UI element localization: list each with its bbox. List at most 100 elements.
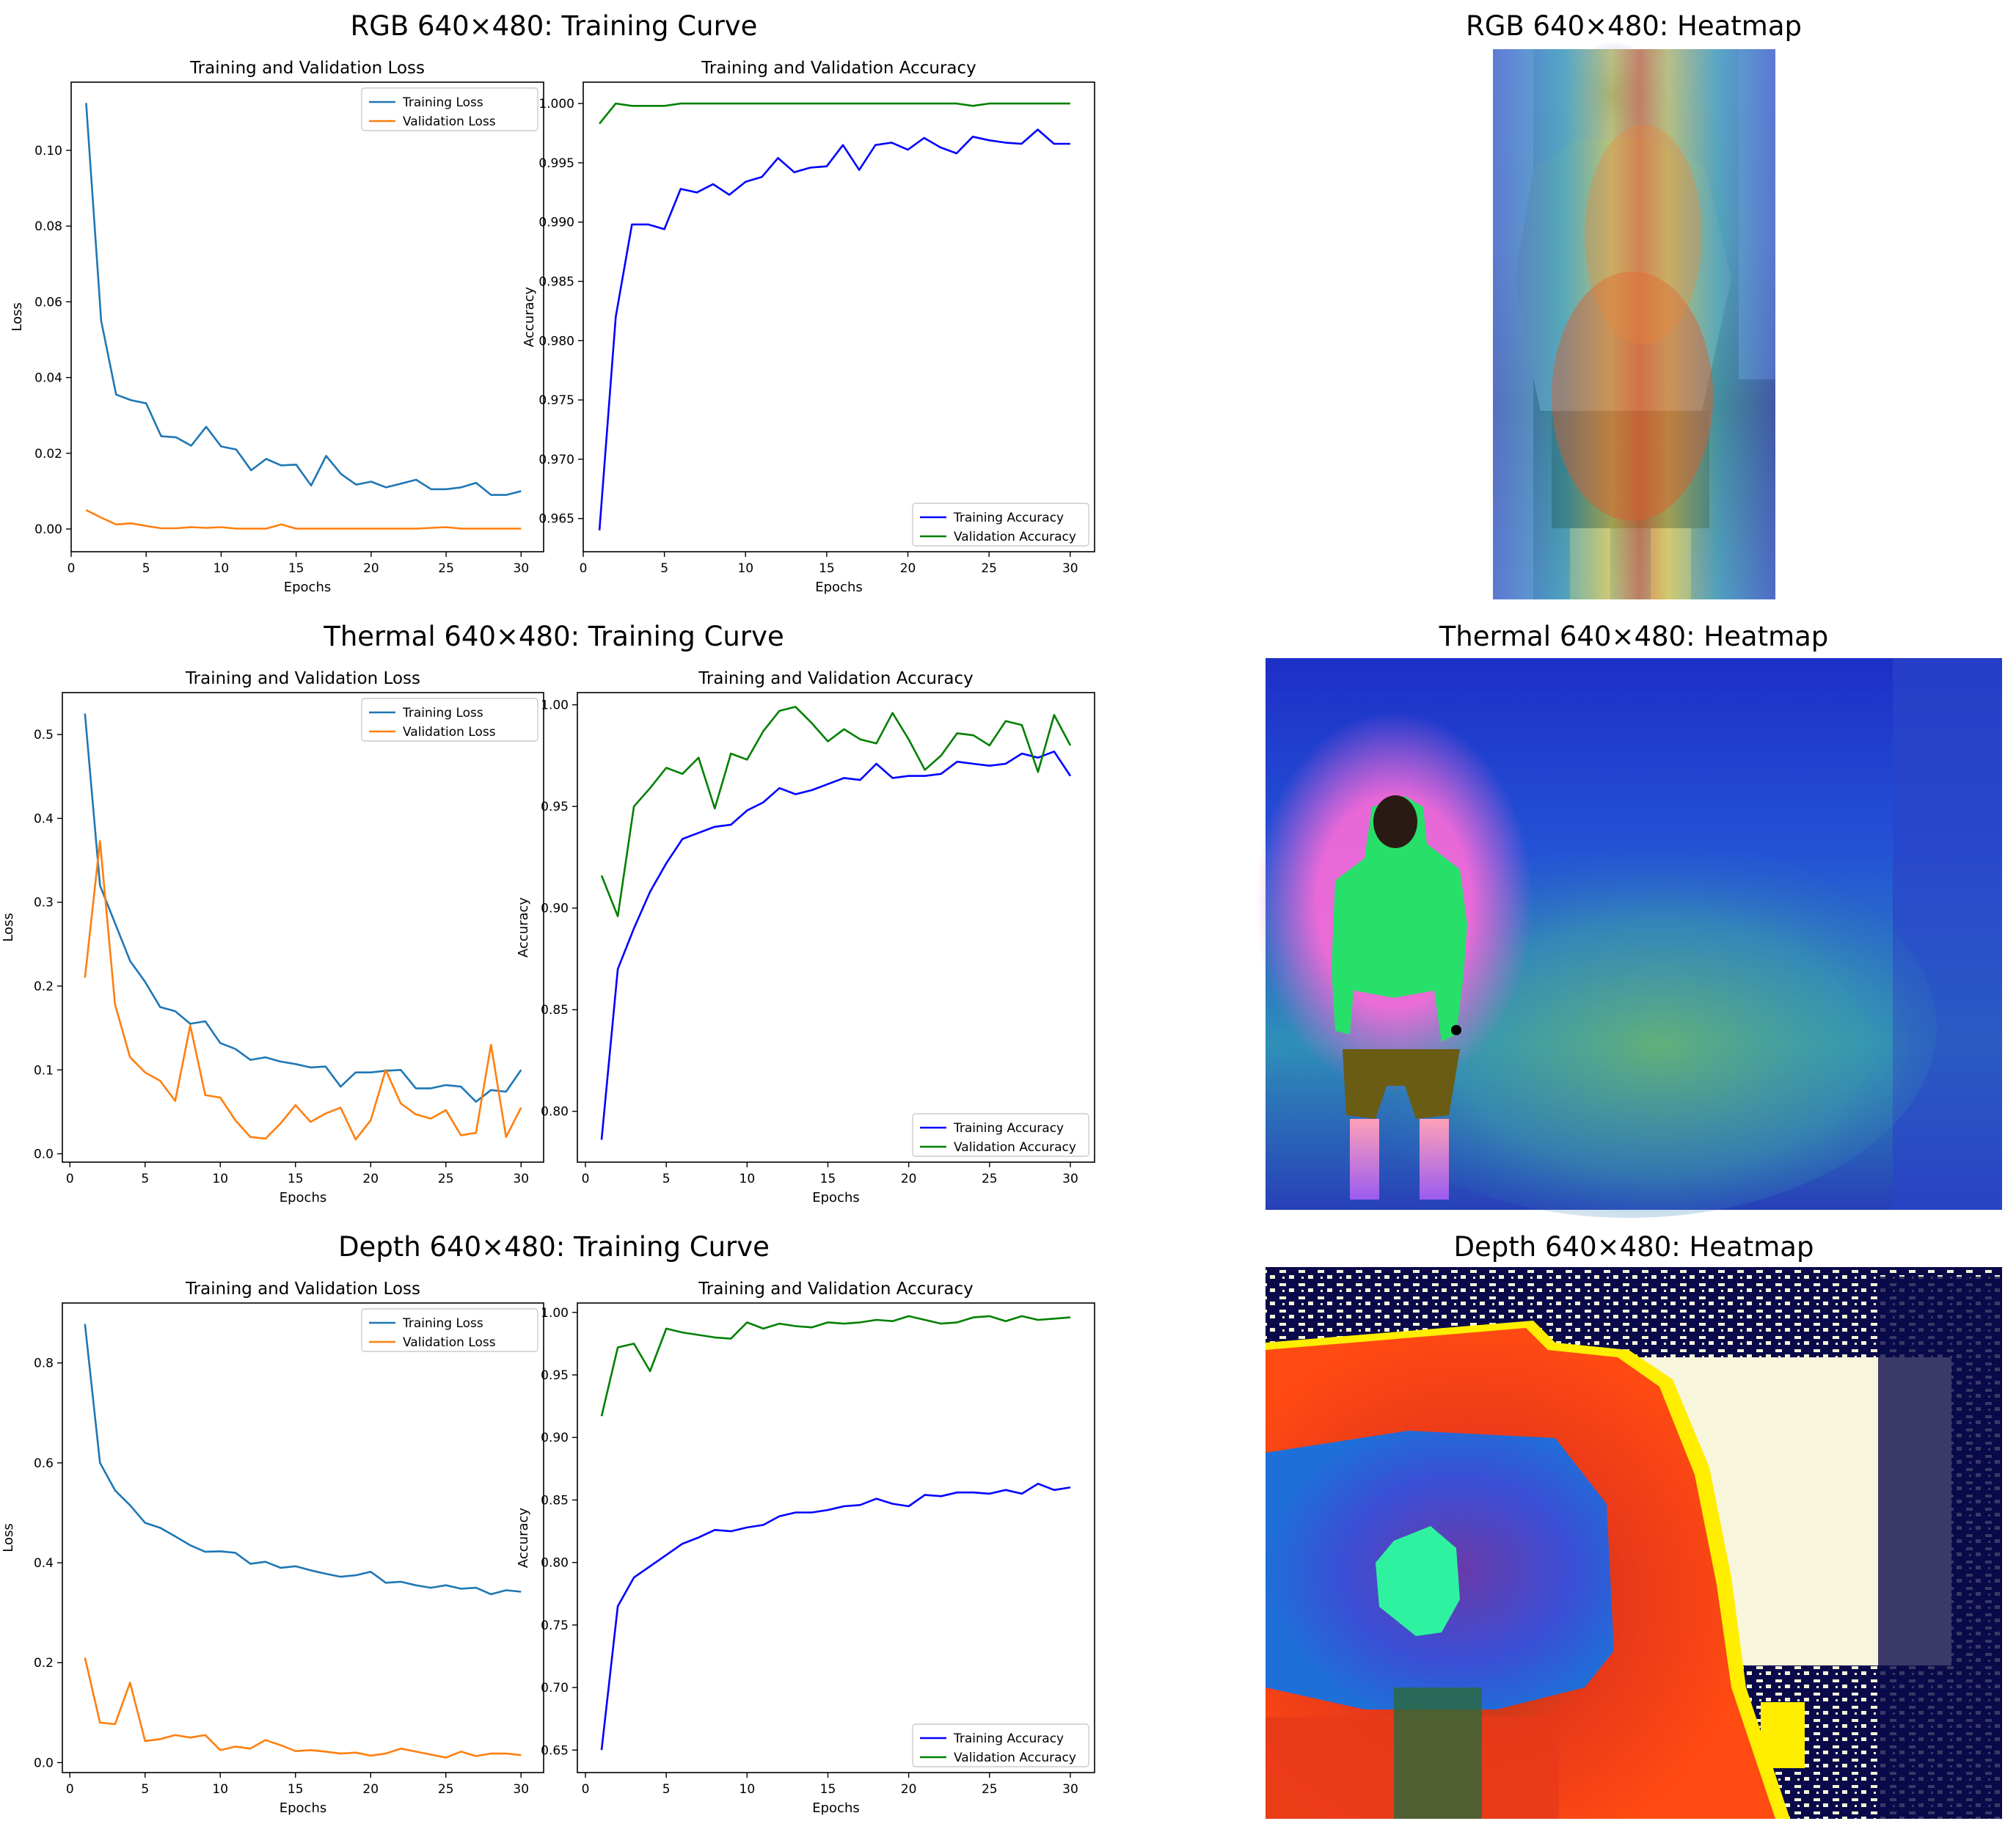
- y-tick-label: 0.990: [538, 216, 574, 230]
- x-tick-label: 5: [142, 561, 150, 576]
- y-tick-label: 1.00: [541, 698, 569, 713]
- x-tick-label: 5: [662, 1172, 671, 1186]
- y-tick-label: 0.0: [34, 1147, 54, 1162]
- y-tick-label: 1.00: [541, 1306, 569, 1321]
- legend-entry: Validation Loss: [403, 114, 496, 129]
- y-tick-label: 0.8: [34, 1357, 54, 1371]
- y-tick-label: 0.975: [538, 393, 574, 408]
- y-tick-label: 0.00: [34, 522, 62, 537]
- legend-entry: Validation Loss: [403, 1335, 496, 1350]
- x-tick-label: 30: [513, 1782, 529, 1797]
- y-tick-label: 0.95: [541, 1368, 569, 1383]
- x-axis-label: Epochs: [280, 1190, 327, 1205]
- y-tick-label: 0.965: [538, 512, 574, 527]
- y-tick-label: 0.3: [34, 896, 54, 910]
- legend-entry: Training Loss: [402, 1316, 483, 1331]
- x-tick-label: 25: [982, 1172, 998, 1186]
- x-tick-label: 5: [660, 561, 668, 576]
- series-line-validation-accuracy: [599, 102, 1070, 125]
- y-tick-label: 0.2: [34, 1656, 54, 1671]
- x-tick-label: 5: [141, 1782, 149, 1797]
- y-tick-label: 0.85: [541, 1493, 569, 1508]
- x-tick-label: 15: [288, 561, 304, 576]
- x-axis-label: Epochs: [812, 1800, 860, 1816]
- chart-depth-acc: Training and Validation Accuracy 0 5 10 15 20…: [516, 1280, 1095, 1816]
- y-axis-label: Accuracy: [522, 287, 537, 348]
- chart-title: Training and Validation Accuracy: [701, 59, 976, 78]
- chart-title: Training and Validation Loss: [185, 669, 420, 688]
- y-tick-label: 0.08: [34, 219, 62, 234]
- curve-section-title: Thermal 640×480: Training Curve: [323, 621, 784, 652]
- x-tick-label: 0: [580, 561, 588, 576]
- x-tick-label: 20: [901, 1782, 917, 1797]
- x-tick-label: 25: [982, 1782, 998, 1797]
- y-tick-label: 0.5: [34, 728, 54, 742]
- series-line-validation-accuracy: [600, 1315, 1071, 1417]
- y-tick-label: 0.80: [541, 1105, 569, 1120]
- series-line-training-accuracy: [600, 1483, 1071, 1751]
- y-tick-label: 0.2: [34, 979, 54, 994]
- series-line-validation-loss: [85, 509, 522, 530]
- x-tick-label: 10: [739, 1782, 756, 1797]
- x-tick-label: 20: [901, 1172, 917, 1186]
- x-tick-label: 10: [737, 561, 753, 576]
- heatmap-section-title: Thermal 640×480: Heatmap: [1439, 621, 1829, 652]
- y-tick-label: 0.970: [538, 453, 574, 467]
- legend-box: [912, 503, 1089, 547]
- heatmap-section-title: Depth 640×480: Heatmap: [1454, 1231, 1814, 1263]
- y-tick-label: 0.06: [34, 295, 62, 310]
- y-tick-label: 0.95: [541, 800, 569, 814]
- series-line-training-accuracy: [600, 751, 1072, 1140]
- legend-box: [361, 1308, 538, 1352]
- x-tick-label: 30: [1062, 1172, 1078, 1186]
- x-tick-label: 15: [288, 1782, 304, 1797]
- curve-section-title: RGB 640×480: Training Curve: [351, 10, 758, 42]
- y-tick-label: 0.980: [538, 334, 574, 348]
- legend: Training Loss Validation Loss: [361, 698, 538, 742]
- x-tick-label: 15: [288, 1172, 304, 1186]
- y-tick-label: 0.85: [541, 1003, 569, 1018]
- y-tick-label: 0.10: [34, 144, 62, 158]
- legend-box: [361, 698, 538, 742]
- y-tick-label: 0.04: [34, 371, 62, 386]
- legend-entry: Validation Accuracy: [954, 530, 1076, 544]
- x-axis-label: Epochs: [815, 580, 863, 595]
- x-tick-label: 30: [514, 561, 530, 576]
- chart-thermal-acc: Training and Validation Accuracy 0 5 10 15 20…: [516, 669, 1095, 1205]
- x-tick-label: 10: [213, 561, 230, 576]
- series-line-validation-loss: [84, 1657, 522, 1759]
- legend-entry: Training Accuracy: [953, 1731, 1064, 1746]
- y-axis-label: Loss: [10, 302, 25, 331]
- x-tick-label: 0: [582, 1172, 590, 1186]
- plot-frame: [62, 1302, 544, 1773]
- x-axis-label: Epochs: [284, 580, 332, 595]
- chart-rgb-acc: Training and Validation Accuracy 0 5 10 15 20…: [522, 59, 1095, 595]
- x-tick-label: 15: [820, 1172, 836, 1186]
- chart-thermal-loss: Training and Validation Loss 0 5 10 15 20 25 30…: [1, 669, 544, 1205]
- y-tick-label: 0.4: [34, 1556, 54, 1571]
- y-tick-label: 0.1: [34, 1063, 54, 1078]
- y-tick-label: 0.90: [541, 1431, 569, 1445]
- legend: Training Loss Validation Loss: [361, 87, 538, 131]
- x-tick-label: 20: [363, 561, 379, 576]
- plot-frame: [582, 81, 1095, 552]
- legend-entry: Validation Accuracy: [954, 1751, 1076, 1765]
- x-tick-label: 25: [438, 1782, 454, 1797]
- y-tick-label: 0.70: [541, 1681, 569, 1696]
- x-tick-label: 30: [1062, 561, 1078, 576]
- x-tick-label: 5: [662, 1782, 671, 1797]
- y-tick-label: 0.6: [34, 1456, 54, 1471]
- series-line-validation-loss: [84, 840, 522, 1141]
- x-tick-label: 30: [513, 1172, 529, 1186]
- x-tick-label: 0: [67, 561, 76, 576]
- y-axis-label: Loss: [1, 1523, 16, 1552]
- y-tick-label: 0.0: [34, 1756, 54, 1770]
- chart-title: Training and Validation Accuracy: [698, 669, 974, 688]
- y-tick-label: 0.02: [34, 447, 62, 461]
- plot-frame: [577, 1302, 1095, 1773]
- series-line-training-loss: [84, 1324, 522, 1596]
- x-tick-label: 10: [739, 1172, 756, 1186]
- heatmap-section-title: RGB 640×480: Heatmap: [1466, 10, 1802, 42]
- x-tick-label: 15: [819, 561, 835, 576]
